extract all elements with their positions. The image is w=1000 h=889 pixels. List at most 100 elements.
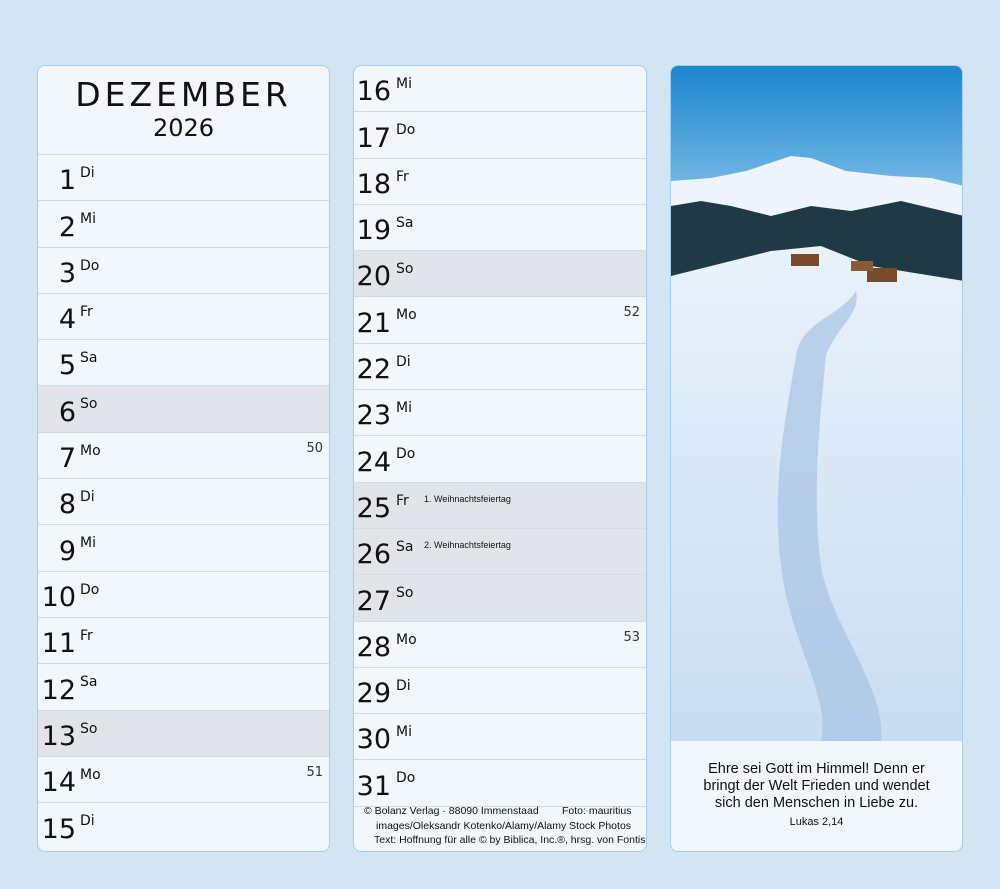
credits-line: © Bolanz Verlag · 88090 Immenstaad Foto:… (364, 805, 632, 817)
day-row[interactable]: 4 Fr (38, 294, 329, 341)
weekday: Di (396, 353, 411, 370)
weekday: Sa (396, 538, 414, 555)
day-row[interactable]: 7 Mo 50 (38, 433, 329, 480)
weekday: Sa (396, 214, 414, 231)
day-number: 9 (58, 535, 76, 567)
day-number: 26 (356, 539, 391, 571)
day-row[interactable]: 12 Sa (38, 664, 329, 711)
day-number: 29 (356, 678, 391, 710)
week-number: 52 (623, 305, 640, 321)
day-number: 27 (356, 585, 391, 617)
bible-quote: Ehre sei Gott im Himmel! Denn er bringt … (671, 741, 962, 851)
day-number: 2 (58, 211, 76, 243)
day-number: 11 (41, 628, 76, 660)
day-number: 8 (58, 489, 76, 521)
day-row[interactable]: 11 Fr (38, 618, 329, 665)
weekday: Do (396, 770, 416, 787)
day-number: 17 (356, 122, 391, 154)
day-row[interactable]: 13 So (38, 710, 329, 757)
quote-line: Ehre sei Gott im Himmel! Denn er (708, 761, 925, 777)
day-number: 7 (58, 443, 76, 475)
day-row[interactable]: 15 Di (38, 803, 329, 849)
day-row[interactable]: 23 Mi (354, 390, 646, 437)
weekday: So (396, 585, 414, 602)
weekday: So (80, 720, 98, 737)
weekday: Do (80, 581, 100, 598)
weekday: Di (80, 165, 95, 181)
weekday: Fr (80, 303, 93, 320)
week-number: 53 (623, 629, 640, 645)
day-row[interactable]: 17 Do (354, 112, 646, 159)
day-row[interactable]: 6 So (38, 386, 329, 433)
day-row[interactable]: 8 Di (38, 479, 329, 526)
month-title: DEZEMBER (75, 75, 292, 114)
day-row[interactable]: 19 Sa (354, 205, 646, 252)
day-row[interactable]: 1 Di (38, 155, 329, 202)
day-number: 24 (356, 446, 391, 478)
weekday: Di (396, 677, 411, 694)
weekday: Mo (80, 766, 101, 783)
day-number: 10 (41, 581, 76, 613)
day-row[interactable]: 27 So (354, 575, 646, 622)
day-number: 25 (356, 492, 391, 524)
day-row[interactable]: 20 So (354, 251, 646, 298)
credits-line: images/Oleksandr Kotenko/Alamy/Alamy Sto… (376, 819, 632, 832)
day-row[interactable]: 9 Mi (38, 525, 329, 572)
calendar-column-1: DEZEMBER 2026 1 Di 2 Mi 3 Do 4 Fr 5 Sa 6 So 7 Mo 50 8 Di… (37, 65, 330, 852)
weekday: Mo (396, 631, 417, 648)
quote-line: bringt der Welt Frieden und wendet (703, 778, 930, 794)
day-number: 13 (41, 720, 76, 752)
day-number: 6 (58, 396, 76, 428)
year-title: 2026 (152, 114, 215, 142)
weekday: Mi (396, 400, 412, 417)
weekday: Fr (396, 492, 409, 509)
day-number: 30 (356, 724, 391, 756)
day-row[interactable]: 26 Sa 2. Weihnachtsfeiertag (354, 528, 646, 576)
day-number: 15 (41, 814, 76, 846)
weekday: So (80, 396, 98, 413)
day-number: 23 (356, 400, 391, 432)
day-row[interactable]: 29 Di (354, 668, 646, 715)
day-row[interactable]: 3 Do (38, 248, 329, 294)
day-row[interactable]: 5 Sa (38, 340, 329, 387)
day-row[interactable]: 2 Mi (38, 201, 329, 248)
weekday: Mi (396, 76, 412, 92)
weekday: Mo (396, 307, 417, 324)
weekday: Di (80, 489, 95, 506)
weekday: Mi (80, 535, 96, 552)
day-number: 22 (356, 354, 391, 386)
calendar-column-2: 16 Mi 17 Do 18 Fr 19 Sa 20 So 21 Mo 52 22 Di 23 Mi 24 Do 25… (353, 65, 647, 852)
weekday: Di (80, 813, 95, 830)
weekday: Do (396, 446, 416, 463)
day-row[interactable]: 14 Mo 51 (38, 757, 329, 804)
day-row[interactable]: 25 Fr 1. Weihnachtsfeiertag (354, 482, 646, 529)
day-number: 28 (356, 631, 391, 663)
day-row[interactable]: 16 Mi (354, 66, 646, 113)
day-row[interactable]: 28 Mo 53 (354, 622, 646, 668)
day-row[interactable]: 31 Do (354, 760, 646, 807)
day-row[interactable]: 24 Do (354, 436, 646, 483)
weekday: Fr (80, 627, 93, 644)
day-number: 12 (41, 674, 76, 706)
day-number: 1 (58, 165, 76, 197)
day-row[interactable]: 10 Do (38, 572, 329, 618)
day-number: 5 (58, 350, 76, 382)
weekday: So (396, 261, 414, 278)
day-row[interactable]: 21 Mo 52 (354, 297, 646, 344)
weekday: Sa (80, 350, 98, 367)
day-row[interactable]: 18 Fr (354, 159, 646, 205)
weekday: Fr (396, 168, 409, 185)
day-row[interactable]: 22 Di (354, 344, 646, 391)
weekday: Mo (80, 442, 101, 459)
credits-line: Text: Hoffnung für alle © by Biblica, In… (374, 834, 646, 846)
week-number: 50 (306, 440, 323, 456)
holiday-label: 1. Weihnachtsfeiertag (424, 493, 511, 504)
day-number: 14 (41, 767, 76, 799)
winter-landscape-photo (671, 66, 962, 741)
day-number: 3 (58, 257, 76, 289)
weekday: Do (80, 257, 100, 274)
weekday: Sa (80, 674, 98, 691)
day-row[interactable]: 30 Mi (354, 714, 646, 761)
day-number: 19 (356, 215, 391, 247)
weekday: Mi (396, 724, 412, 741)
